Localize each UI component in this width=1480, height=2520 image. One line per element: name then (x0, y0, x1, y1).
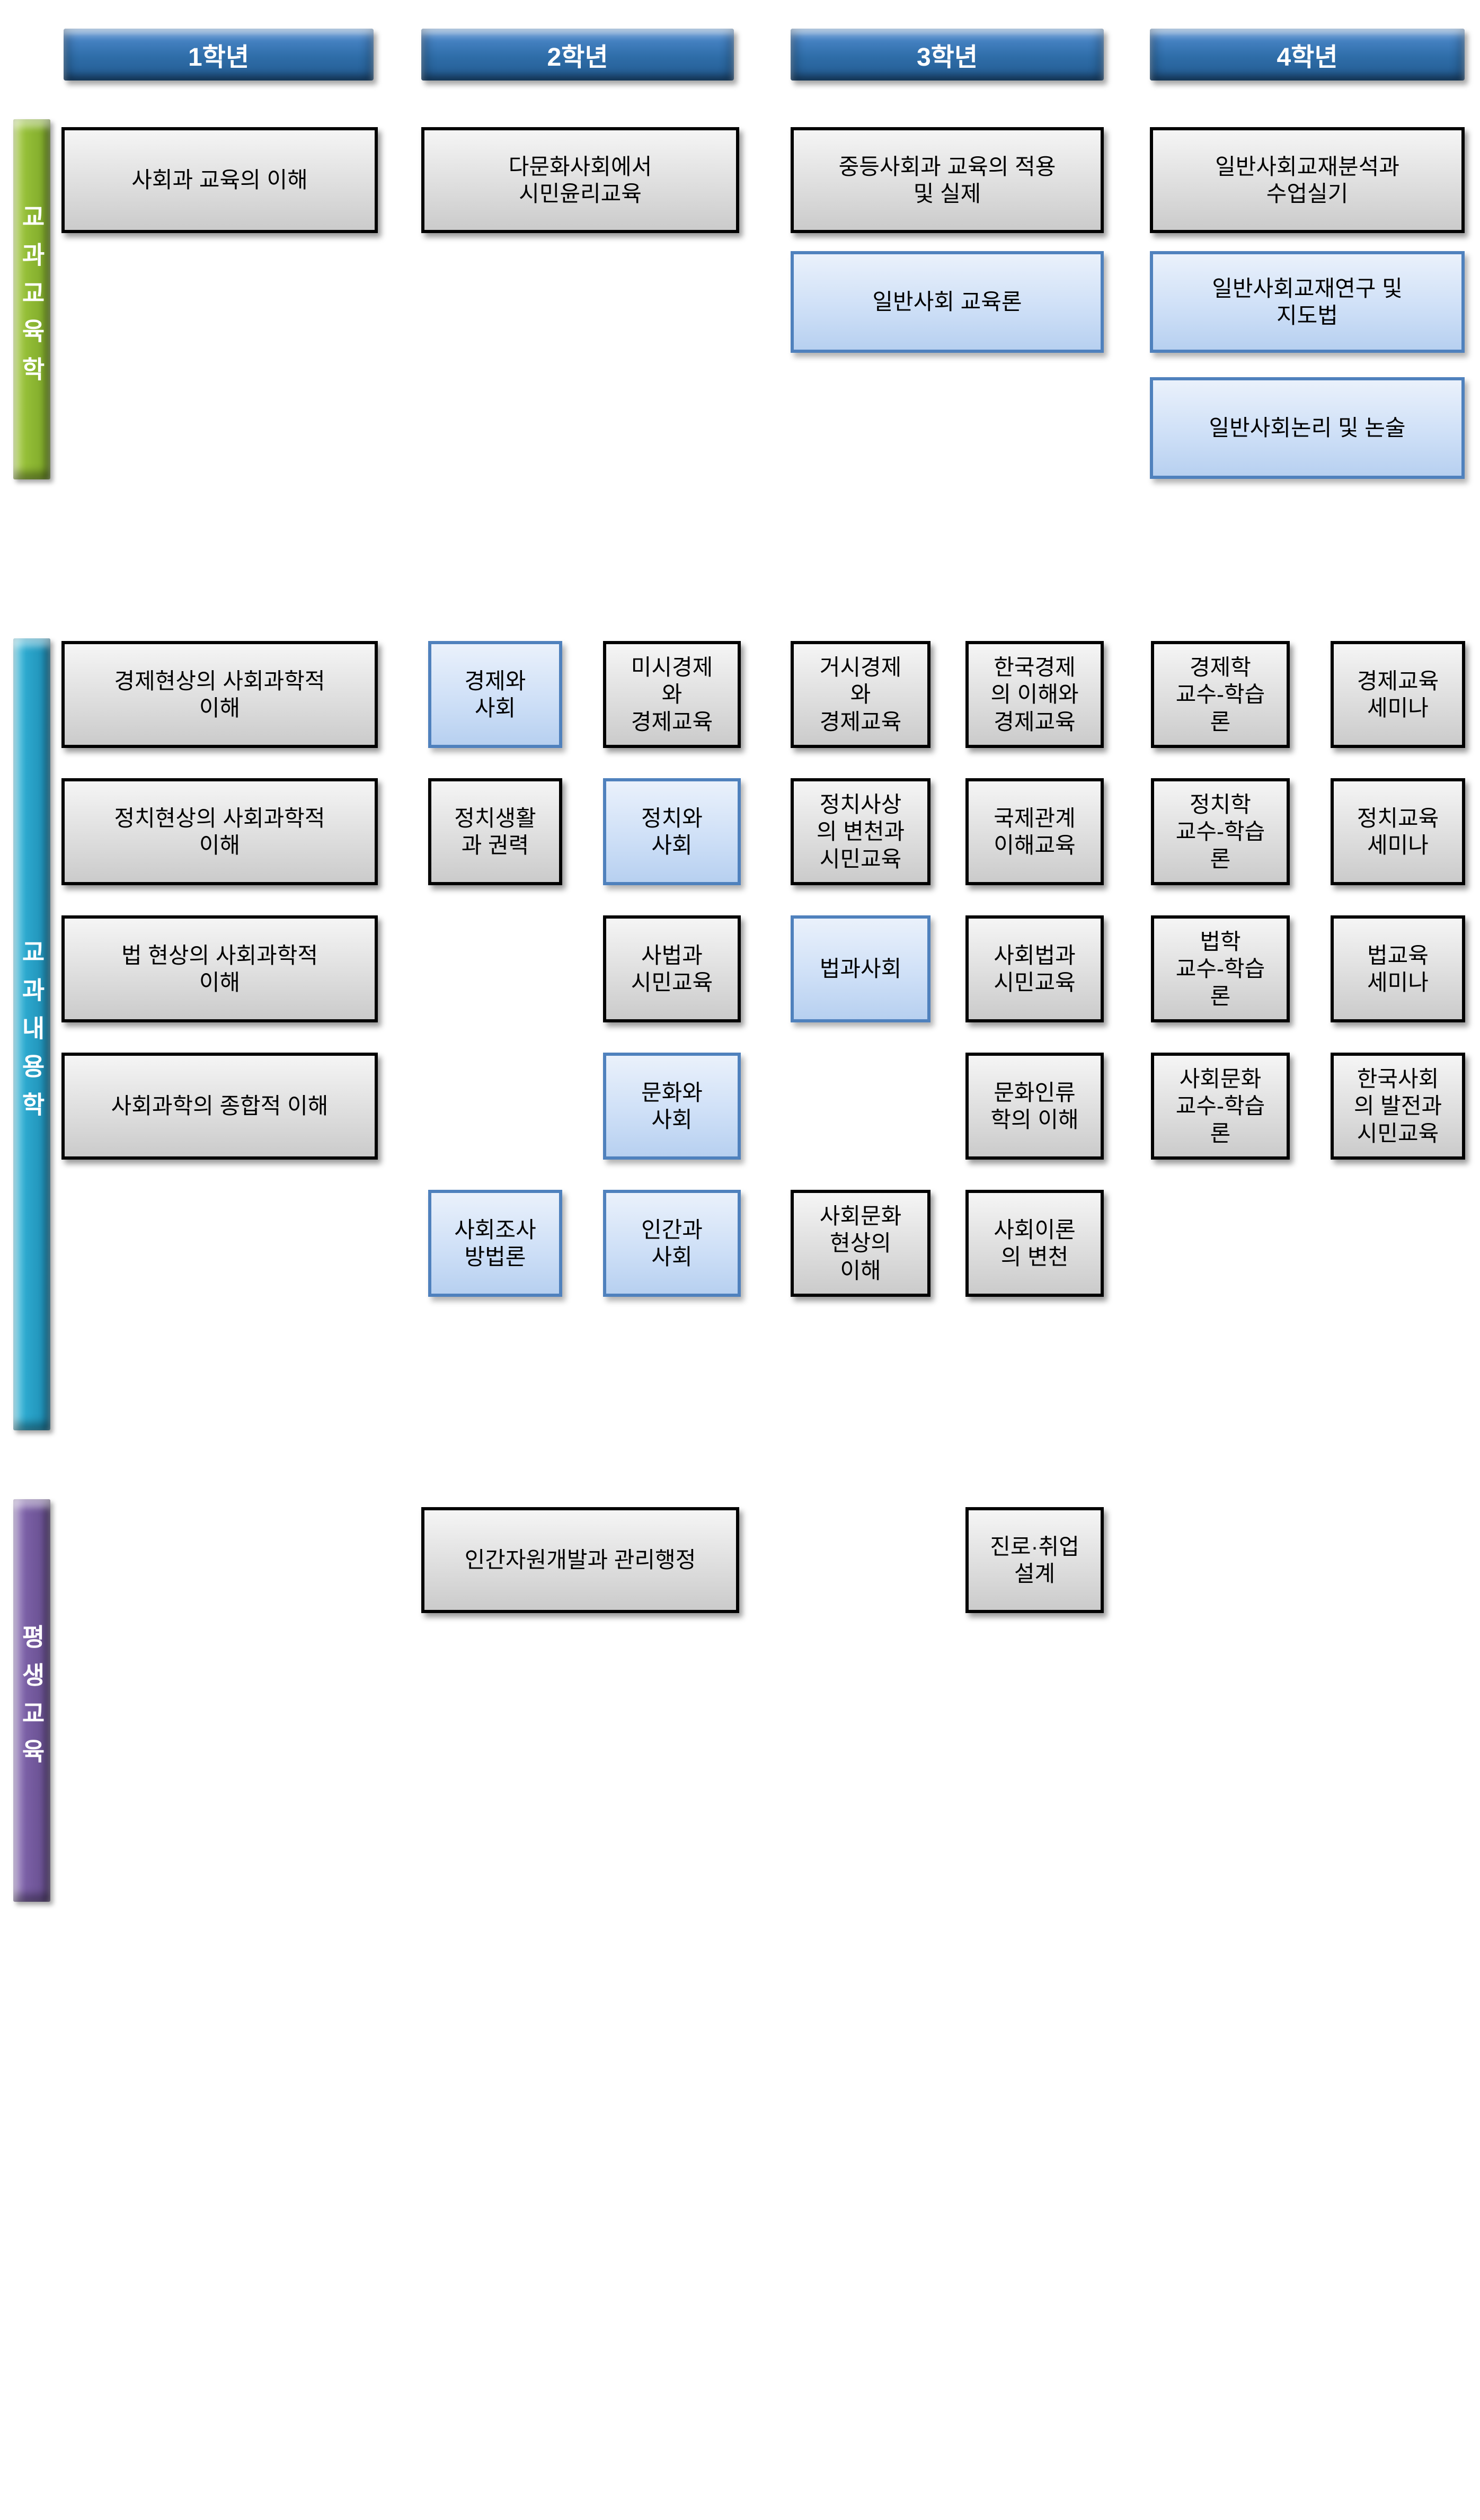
course-box: 법 현상의 사회과학적 이해 (61, 915, 378, 1022)
course-box: 한국사회 의 발전과 시민교육 (1331, 1053, 1465, 1160)
course-box: 문화인류 학의 이해 (965, 1053, 1104, 1160)
section-bar-lifelong: 평생교육 (13, 1499, 50, 1902)
course-box: 중등사회과 교육의 적용 및 실제 (791, 127, 1104, 233)
course-box: 정치학 교수-학습 론 (1151, 778, 1290, 885)
course-box: 경제학 교수-학습 론 (1151, 641, 1290, 748)
course-box: 일반사회교재연구 및 지도법 (1150, 251, 1465, 353)
course-box: 사회문화 교수-학습 론 (1151, 1053, 1290, 1160)
course-box: 사회이론 의 변천 (965, 1190, 1104, 1297)
course-box: 사회조사 방법론 (428, 1190, 562, 1297)
section-label-pedagogy: 교과교육학 (18, 204, 46, 395)
course-box: 인간자원개발과 관리행정 (421, 1507, 739, 1613)
section-bar-pedagogy: 교과교육학 (13, 119, 50, 479)
course-box: 한국경제 의 이해와 경제교육 (965, 641, 1104, 748)
grade-header-year2: 2학년 (421, 29, 734, 81)
course-box: 사회과학의 종합적 이해 (61, 1053, 378, 1160)
course-box: 일반사회교재분석과 수업실기 (1150, 127, 1465, 233)
course-box: 일반사회 교육론 (791, 251, 1104, 353)
section-bar-content: 교과내용학 (13, 638, 50, 1430)
course-box: 사회과 교육의 이해 (61, 127, 378, 233)
course-box: 미시경제 와 경제교육 (603, 641, 741, 748)
course-box: 정치사상 의 변천과 시민교육 (791, 778, 930, 885)
course-box: 정치와 사회 (603, 778, 741, 885)
course-box: 정치현상의 사회과학적 이해 (61, 778, 378, 885)
grade-header-year4: 4학년 (1150, 29, 1465, 81)
course-box: 법학 교수-학습 론 (1151, 915, 1290, 1022)
course-box: 경제와 사회 (428, 641, 562, 748)
course-box: 인간과 사회 (603, 1190, 741, 1297)
course-box: 사회법과 시민교육 (965, 915, 1104, 1022)
grade-header-year3: 3학년 (791, 29, 1104, 81)
course-box: 법과사회 (791, 915, 930, 1022)
course-box: 일반사회논리 및 논술 (1150, 377, 1465, 479)
course-box: 사법과 시민교육 (603, 915, 741, 1022)
course-box: 국제관계 이해교육 (965, 778, 1104, 885)
grade-header-year1: 1학년 (64, 29, 374, 81)
course-box: 다문화사회에서 시민윤리교육 (421, 127, 739, 233)
course-box: 경제현상의 사회과학적 이해 (61, 641, 378, 748)
section-label-lifelong: 평생교육 (18, 1624, 46, 1777)
course-box: 문화와 사회 (603, 1053, 741, 1160)
course-box: 정치생활 과 권력 (428, 778, 562, 885)
course-box: 진로·취업 설계 (965, 1507, 1104, 1613)
section-label-content: 교과내용학 (18, 939, 46, 1130)
course-box: 법교육 세미나 (1331, 915, 1465, 1022)
course-box: 정치교육 세미나 (1331, 778, 1465, 885)
course-box: 거시경제 와 경제교육 (791, 641, 930, 748)
course-box: 사회문화 현상의 이해 (791, 1190, 930, 1297)
course-box: 경제교육 세미나 (1331, 641, 1465, 748)
